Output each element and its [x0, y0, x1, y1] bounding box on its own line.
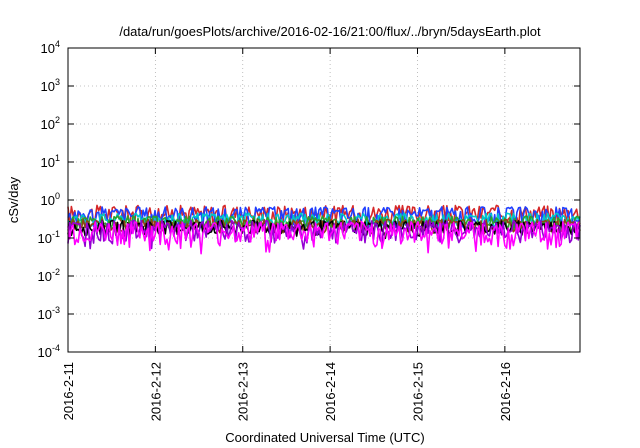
y-axis-label: cSv/day	[6, 176, 21, 223]
axis-ticks: 10-4 10-3 10-2 10-1 100 101 102 103 104 2016-2-11…	[38, 39, 580, 421]
series-line	[67, 215, 581, 234]
chart-title: /data/run/goesPlots/archive/2016-02-16/2…	[119, 24, 541, 39]
y-tick-label: 104	[41, 39, 60, 56]
y-tick-label: 10-1	[38, 229, 60, 246]
y-tick-label: 10-3	[38, 305, 60, 322]
series-group	[67, 204, 581, 255]
x-tick-label: 2016-2-11	[61, 362, 76, 420]
x-axis-label: Coordinated Universal Time (UTC)	[225, 430, 424, 445]
y-tick-label: 100	[41, 191, 60, 208]
x-tick-label: 2016-2-16	[498, 362, 513, 421]
y-tick-label: 103	[41, 77, 60, 94]
y-tick-label: 10-4	[38, 343, 60, 360]
x-tick-label: 2016-2-15	[410, 362, 425, 421]
y-tick-label: 101	[41, 153, 60, 170]
series-line	[67, 220, 581, 255]
x-tick-label: 2016-2-12	[148, 362, 163, 421]
grid	[68, 48, 580, 352]
x-tick-label: 2016-2-13	[236, 362, 251, 421]
x-tick-label: 2016-2-14	[323, 362, 338, 421]
y-tick-label: 102	[41, 115, 60, 132]
y-tick-label: 10-2	[38, 267, 60, 284]
